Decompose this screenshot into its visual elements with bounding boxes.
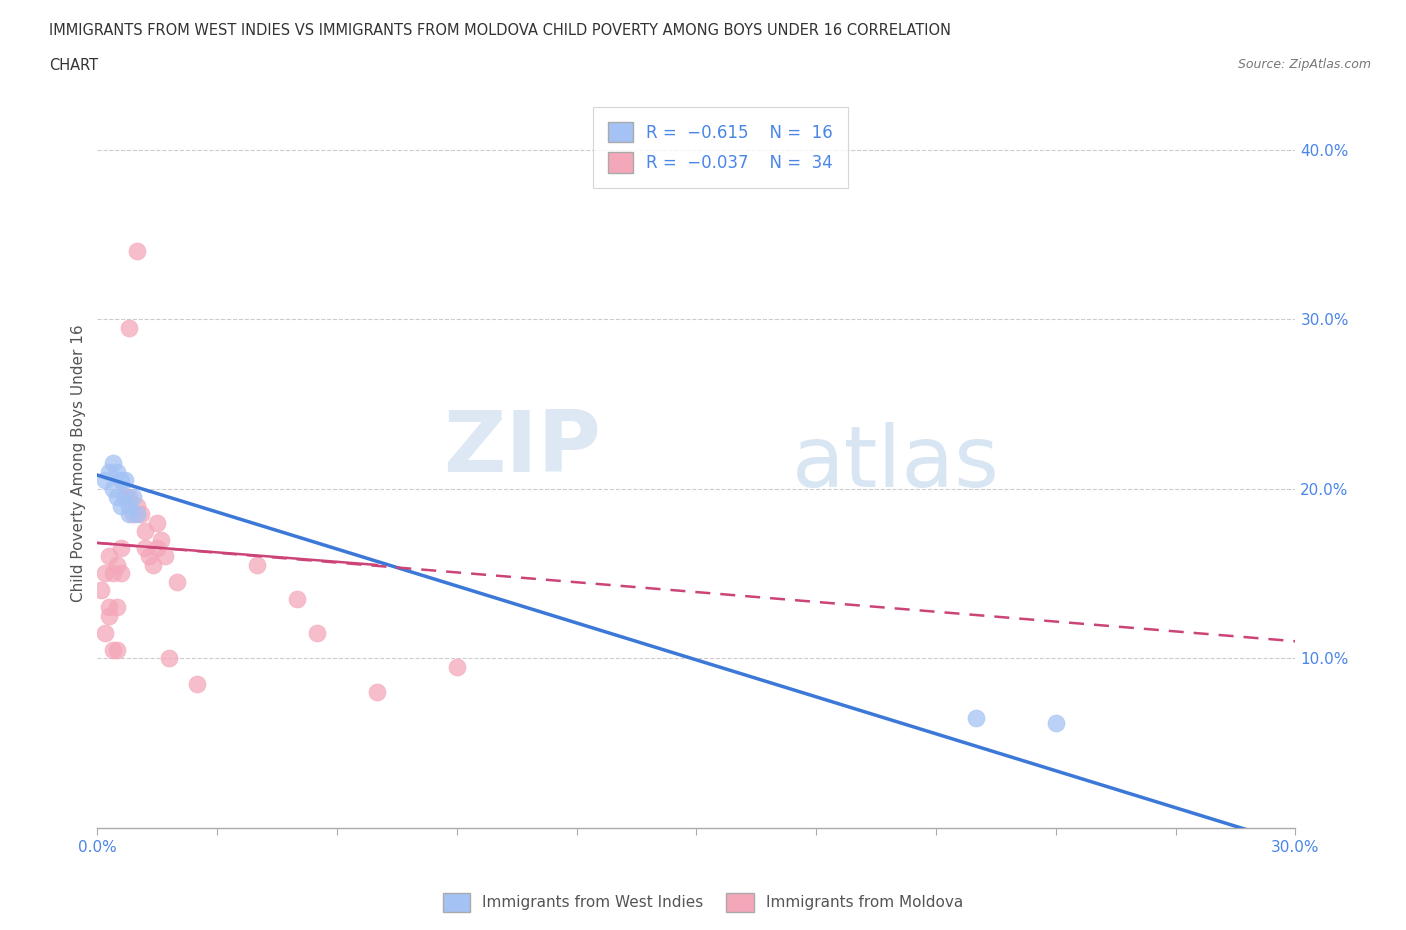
Point xyxy=(129,507,152,522)
Point xyxy=(157,651,180,666)
Point xyxy=(134,524,156,538)
Point xyxy=(98,600,121,615)
Point xyxy=(105,464,128,479)
Point xyxy=(285,591,308,606)
Point xyxy=(98,608,121,623)
Point xyxy=(98,464,121,479)
Point xyxy=(114,472,136,487)
Point xyxy=(446,659,468,674)
Point xyxy=(118,507,141,522)
Point xyxy=(103,481,125,496)
Point xyxy=(110,566,132,581)
Point xyxy=(94,472,117,487)
Point xyxy=(114,490,136,505)
Point xyxy=(150,532,173,547)
Point xyxy=(127,507,149,522)
Point xyxy=(105,490,128,505)
Point xyxy=(127,498,149,513)
Point xyxy=(105,643,128,658)
Point xyxy=(114,490,136,505)
Point xyxy=(103,566,125,581)
Point xyxy=(166,575,188,590)
Point xyxy=(118,490,141,505)
Legend: R =  −0.615    N =  16, R =  −0.037    N =  34: R = −0.615 N = 16, R = −0.037 N = 34 xyxy=(593,107,848,188)
Point xyxy=(118,498,141,513)
Point xyxy=(155,549,177,564)
Point xyxy=(90,583,112,598)
Point xyxy=(103,643,125,658)
Point xyxy=(110,540,132,555)
Point xyxy=(186,676,208,691)
Point xyxy=(94,625,117,640)
Point xyxy=(105,557,128,572)
Point xyxy=(366,684,388,699)
Point xyxy=(146,540,169,555)
Point xyxy=(110,472,132,487)
Point xyxy=(142,557,165,572)
Point xyxy=(1045,715,1067,730)
Point xyxy=(127,244,149,259)
Point xyxy=(110,498,132,513)
Point xyxy=(122,490,145,505)
Text: ZIP: ZIP xyxy=(443,407,600,490)
Point xyxy=(122,507,145,522)
Text: IMMIGRANTS FROM WEST INDIES VS IMMIGRANTS FROM MOLDOVA CHILD POVERTY AMONG BOYS : IMMIGRANTS FROM WEST INDIES VS IMMIGRANT… xyxy=(49,23,952,38)
Y-axis label: Child Poverty Among Boys Under 16: Child Poverty Among Boys Under 16 xyxy=(72,325,86,602)
Point xyxy=(94,566,117,581)
Point xyxy=(138,549,160,564)
Point xyxy=(98,549,121,564)
Point xyxy=(246,557,269,572)
Point xyxy=(134,540,156,555)
Text: Source: ZipAtlas.com: Source: ZipAtlas.com xyxy=(1237,58,1371,71)
Text: atlas: atlas xyxy=(792,421,1000,505)
Text: CHART: CHART xyxy=(49,58,98,73)
Point xyxy=(103,456,125,471)
Point xyxy=(146,515,169,530)
Point xyxy=(105,600,128,615)
Point xyxy=(118,320,141,335)
Legend: Immigrants from West Indies, Immigrants from Moldova: Immigrants from West Indies, Immigrants … xyxy=(436,887,970,918)
Point xyxy=(305,625,328,640)
Point xyxy=(965,711,987,725)
